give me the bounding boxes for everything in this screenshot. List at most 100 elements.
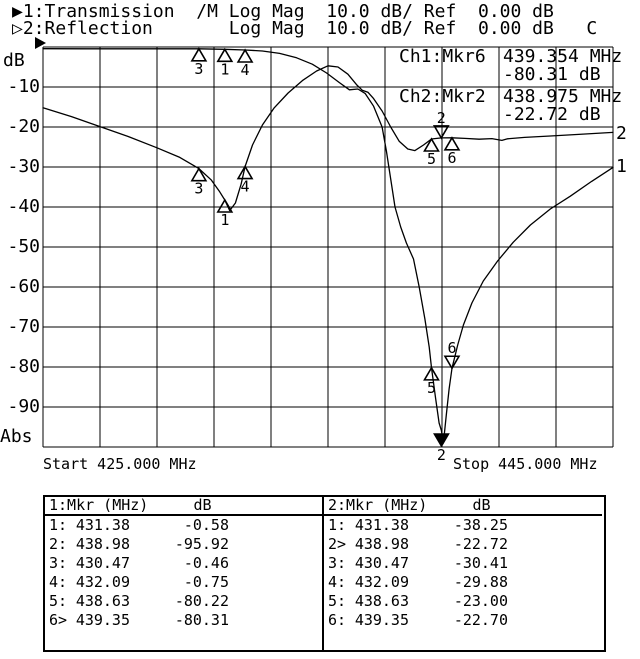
channel-1-active-marker-icon: ▶ [12, 1, 23, 22]
marker-frequency-cell: 432.09 [75, 573, 130, 591]
reference-level-indicator-icon [35, 37, 46, 49]
ch1-marker-6-icon: 6 [443, 339, 461, 370]
marker-number-cell: 6> [49, 611, 68, 629]
ch1-marker-readout-name: Ch1:Mkr6 [399, 46, 486, 67]
ch1-marker-1-icon: 1 [216, 47, 234, 78]
sweep-start-label: Start 425.000 MHz [43, 455, 197, 473]
ch2-marker-1-icon: 1 [216, 198, 234, 229]
y-tick-label: -60 [7, 276, 40, 297]
marker-table-row: 1: 431.38 -38.25 [324, 516, 602, 535]
marker-frequency-cell: 430.47 [354, 554, 409, 572]
channel-2-header-text: 2:Reflection Log Mag 10.0 dB/ Ref 0.00 d… [22, 18, 598, 39]
marker-frequency-cell: 438.63 [75, 592, 130, 610]
svg-text:6: 6 [447, 149, 456, 167]
marker-table-row: 2> 438.98 -22.72 [324, 535, 602, 554]
marker-frequency-cell: 431.38 [75, 516, 130, 534]
svg-text:5: 5 [427, 150, 436, 168]
y-axis-bottom-label: Abs [0, 426, 33, 447]
marker-table-row: 2: 438.98 -95.92 [45, 535, 322, 554]
svg-text:1: 1 [220, 60, 229, 78]
y-tick-label: -10 [7, 76, 40, 97]
trace-2-label: 2 [616, 123, 627, 144]
ch1-marker-2-icon: 2 [433, 433, 450, 464]
svg-text:4: 4 [241, 178, 250, 196]
marker-number-cell: 4: [328, 573, 347, 591]
marker-number-cell: 5: [328, 592, 347, 610]
ch2-marker-readout-value: -22.72 dB [503, 104, 601, 125]
y-tick-label: -50 [7, 236, 40, 257]
ch1-marker-readout-value: -80.31 dB [503, 64, 601, 85]
channel-1-header-text: 1:Transmission /M Log Mag 10.0 dB/ Ref 0… [22, 1, 554, 22]
marker-table-ch1-header: 1:Mkr (MHz) dB [45, 497, 322, 516]
ch2-marker-6-icon: 6 [443, 136, 461, 167]
y-tick-label: -20 [7, 116, 40, 137]
marker-number-cell: 2: [49, 535, 68, 553]
marker-table-row: 3: 430.47 -0.46 [45, 554, 322, 573]
y-tick-label: -90 [7, 396, 40, 417]
ch2-marker-5-icon: 5 [423, 137, 440, 168]
marker-table-ch2-header: 2:Mkr (MHz) dB [324, 497, 602, 516]
marker-value-cell: -0.58 [183, 516, 229, 534]
marker-number-cell: 6: [328, 611, 347, 629]
y-tick-label: -80 [7, 356, 40, 377]
channel-2-header: ▷ 2:Reflection Log Mag 10.0 dB/ Ref 0.00 … [12, 18, 598, 39]
marker-table-ch2-body: 1: 431.38 -38.25 2> 438.98 -22.72 3: 430.47 -30.… [324, 516, 602, 630]
marker-table-row: 5: 438.63 -23.00 [324, 592, 602, 611]
marker-tables: 1:Mkr (MHz) dB 1: 431.38 -0.58 2: 438.98 -95.… [43, 495, 606, 652]
marker-value-cell: -0.46 [183, 554, 229, 572]
marker-table-row: 3: 430.47 -30.41 [324, 554, 602, 573]
y-tick-label: -30 [7, 156, 40, 177]
marker-table-row: 4: 432.09 -29.88 [324, 573, 602, 592]
marker-table-row: 6> 439.35 -80.31 [45, 611, 322, 630]
ch1-marker-3-icon: 3 [190, 47, 208, 78]
svg-text:5: 5 [427, 379, 436, 397]
marker-frequency-cell: 432.09 [354, 573, 409, 591]
marker-number-cell: 5: [49, 592, 68, 610]
channel-1-header: ▶ 1:Transmission /M Log Mag 10.0 dB/ Ref … [12, 1, 554, 22]
y-tick-label: -70 [7, 316, 40, 337]
marker-value-cell: -80.22 [174, 592, 229, 610]
marker-value-cell: -38.25 [453, 516, 508, 534]
ch2-marker-readout-name: Ch2:Mkr2 [399, 86, 486, 107]
y-tick-label: -40 [7, 196, 40, 217]
marker-table-ch2: 2:Mkr (MHz) dB 1: 431.38 -38.25 2> 438.98 -22… [322, 497, 602, 650]
marker-value-cell: -22.72 [453, 535, 508, 553]
trace-1-label: 1 [616, 156, 627, 177]
trace-1 [42, 48, 614, 444]
marker-frequency-cell: 430.47 [75, 554, 130, 572]
ch1-marker-4-icon: 4 [236, 48, 254, 79]
svg-text:3: 3 [194, 180, 203, 198]
sweep-stop-label: Stop 445.000 MHz [453, 455, 598, 473]
marker-value-cell: -80.31 [174, 611, 229, 629]
marker-frequency-cell: 439.35 [75, 611, 130, 629]
svg-text:3: 3 [194, 60, 203, 78]
y-axis-unit-label: dB [3, 50, 25, 71]
svg-text:1: 1 [220, 211, 229, 229]
marker-frequency-cell: 439.35 [354, 611, 409, 629]
ch2-marker-readout-freq: 438.975 MHz [503, 86, 623, 107]
marker-value-cell: -22.70 [453, 611, 508, 629]
trace-2 [42, 65, 614, 212]
marker-number-cell: 3: [49, 554, 68, 572]
marker-table-row: 4: 432.09 -0.75 [45, 573, 322, 592]
marker-table-row: 6: 439.35 -22.70 [324, 611, 602, 630]
marker-table-ch1: 1:Mkr (MHz) dB 1: 431.38 -0.58 2: 438.98 -95.… [45, 497, 322, 650]
svg-text:6: 6 [447, 339, 456, 357]
svg-text:4: 4 [241, 61, 250, 79]
marker-number-cell: 1: [49, 516, 68, 534]
marker-frequency-cell: 438.63 [354, 592, 409, 610]
ch2-marker-3-icon: 3 [190, 167, 208, 198]
marker-table-row: 1: 431.38 -0.58 [45, 516, 322, 535]
marker-value-cell: -95.92 [174, 535, 229, 553]
svg-text:2: 2 [437, 109, 446, 127]
marker-number-cell: 4: [49, 573, 68, 591]
marker-frequency-cell: 438.98 [75, 535, 130, 553]
ch2-marker-4-icon: 4 [236, 164, 254, 196]
svg-text:2: 2 [437, 446, 446, 464]
marker-table-row: 5: 438.63 -80.22 [45, 592, 322, 611]
ch1-marker-5-icon: 5 [423, 366, 440, 397]
marker-value-cell: -23.00 [453, 592, 508, 610]
marker-frequency-cell: 438.98 [354, 535, 409, 553]
